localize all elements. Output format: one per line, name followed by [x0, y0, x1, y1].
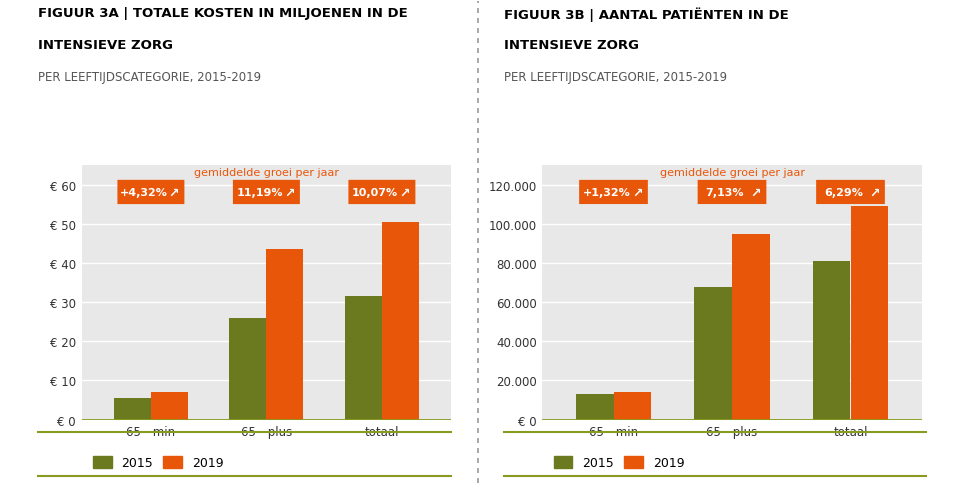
Legend: 2015, 2019: 2015, 2019	[88, 451, 228, 474]
Bar	[229, 318, 267, 420]
Text: 11,19%: 11,19%	[236, 187, 283, 198]
Text: ↗: ↗	[169, 186, 180, 199]
Text: ↗: ↗	[284, 186, 295, 199]
Bar	[812, 262, 851, 420]
Text: PER LEEFTIJDSCATEGORIE, 2015-2019: PER LEEFTIJDSCATEGORIE, 2015-2019	[38, 71, 261, 84]
Text: ↗: ↗	[399, 186, 410, 199]
Bar	[576, 394, 613, 420]
FancyBboxPatch shape	[117, 181, 184, 204]
FancyBboxPatch shape	[579, 181, 648, 204]
Text: ↗: ↗	[869, 186, 879, 199]
Bar	[151, 392, 188, 420]
Legend: 2015, 2019: 2015, 2019	[549, 451, 689, 474]
Bar	[732, 234, 770, 420]
FancyBboxPatch shape	[816, 181, 885, 204]
FancyBboxPatch shape	[698, 181, 766, 204]
Text: ↗: ↗	[632, 186, 642, 199]
Text: gemiddelde groei per jaar: gemiddelde groei per jaar	[194, 167, 339, 177]
Text: 7,13%: 7,13%	[706, 187, 744, 198]
Bar	[382, 223, 419, 420]
Bar	[114, 398, 151, 420]
Bar	[267, 250, 303, 420]
Text: INTENSIEVE ZORG: INTENSIEVE ZORG	[38, 39, 174, 52]
Bar	[851, 207, 888, 420]
Bar	[694, 287, 732, 420]
Bar	[345, 297, 382, 420]
Text: FIGUUR 3B | AANTAL PATIËNTEN IN DE: FIGUUR 3B | AANTAL PATIËNTEN IN DE	[504, 7, 789, 22]
Text: INTENSIEVE ZORG: INTENSIEVE ZORG	[504, 39, 639, 52]
FancyBboxPatch shape	[233, 181, 300, 204]
Text: PER LEEFTIJDSCATEGORIE, 2015-2019: PER LEEFTIJDSCATEGORIE, 2015-2019	[504, 71, 727, 84]
Text: 10,07%: 10,07%	[352, 187, 398, 198]
Text: gemiddelde groei per jaar: gemiddelde groei per jaar	[660, 167, 804, 177]
Text: 6,29%: 6,29%	[824, 187, 863, 198]
Text: FIGUUR 3A | TOTALE KOSTEN IN MILJOENEN IN DE: FIGUUR 3A | TOTALE KOSTEN IN MILJOENEN I…	[38, 7, 408, 20]
FancyBboxPatch shape	[348, 181, 416, 204]
Text: +4,32%: +4,32%	[120, 187, 168, 198]
Text: +1,32%: +1,32%	[583, 187, 631, 198]
Bar	[613, 392, 652, 420]
Text: ↗: ↗	[751, 186, 761, 199]
